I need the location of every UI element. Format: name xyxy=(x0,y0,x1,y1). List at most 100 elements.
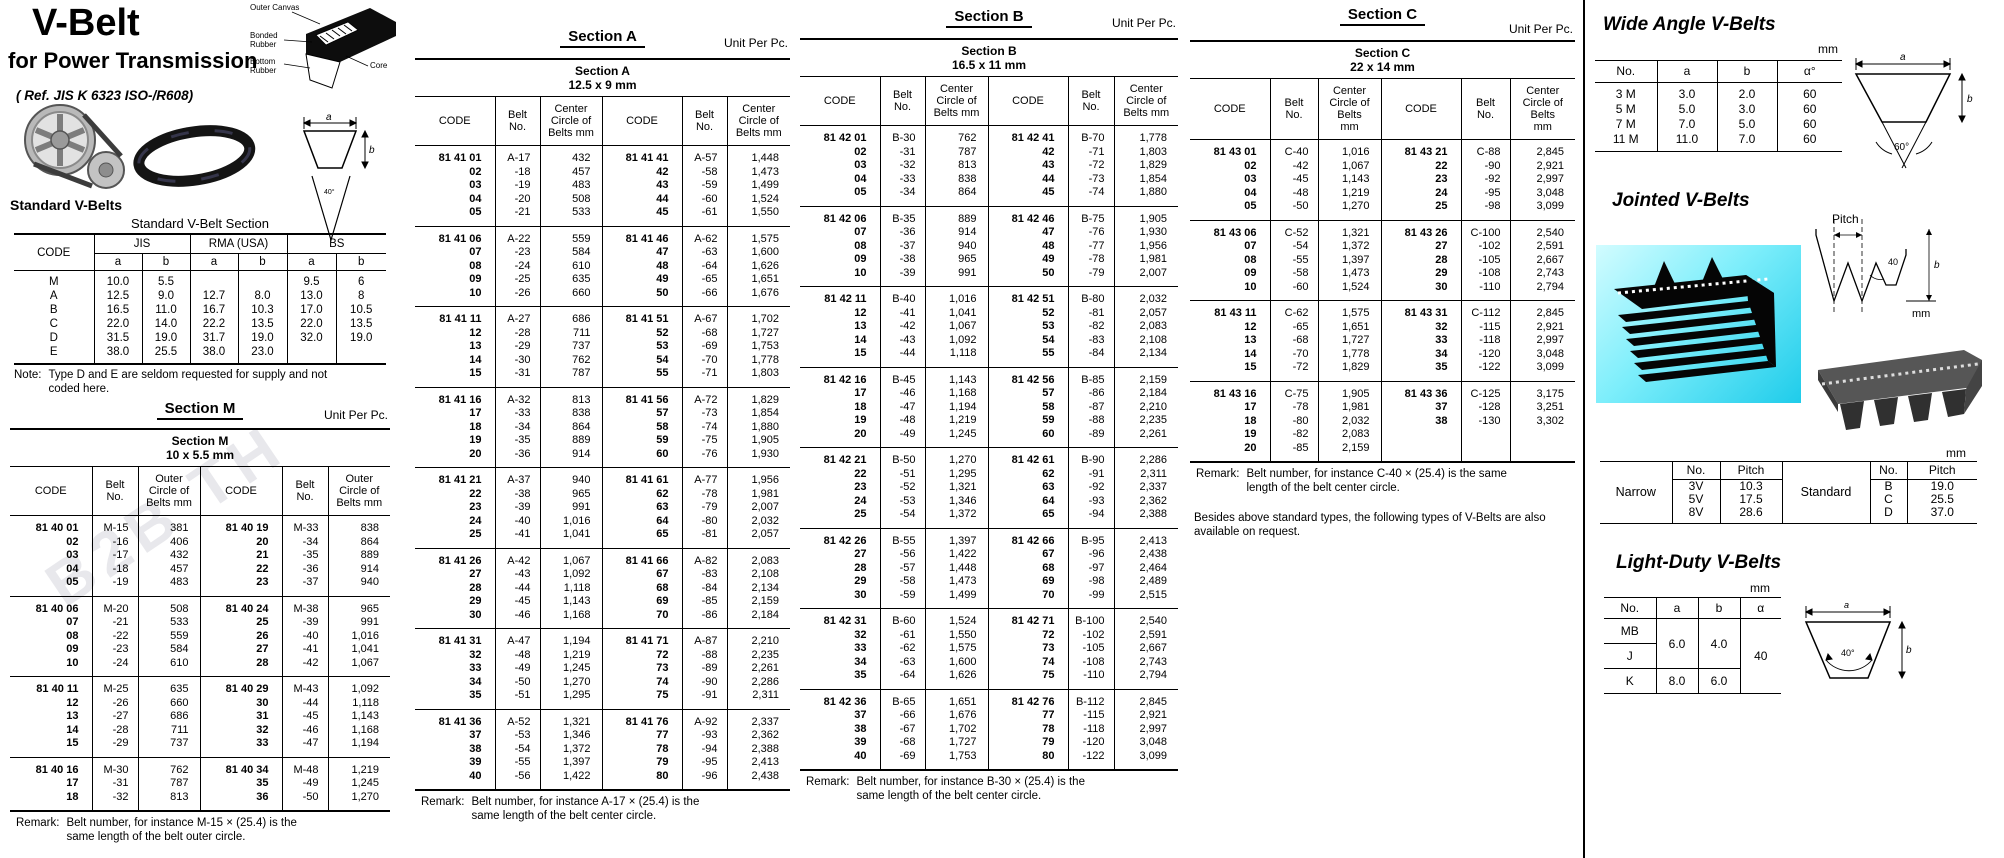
code-cell: 36 xyxy=(199,790,283,811)
belt-no-cell: -40 xyxy=(494,514,541,528)
belt-no-cell: -108 xyxy=(1460,267,1511,281)
belt-no-cell: -32 xyxy=(91,790,139,811)
mm-unit-label: mm xyxy=(1818,42,1838,56)
circle-cell: 1,702 xyxy=(726,306,790,327)
circle-cell: 1,219 xyxy=(1317,186,1382,200)
belt-no-cell: B-60 xyxy=(879,608,926,629)
belt-no-cell: B-30 xyxy=(879,125,926,146)
circle-cell: 1,473 xyxy=(1317,267,1382,281)
circle-cell: 711 xyxy=(539,326,603,340)
code-cell: 02 xyxy=(10,535,93,549)
circle-cell: 2,540 xyxy=(1113,608,1178,629)
belt-no-cell: -81 xyxy=(1067,306,1115,320)
circle-cell: 2,083 xyxy=(1113,320,1178,334)
circle-cell: 1,524 xyxy=(726,192,790,206)
code-cell: 33 xyxy=(415,662,496,676)
code-cell: 39 xyxy=(415,756,496,770)
code-cell: 14 xyxy=(10,723,93,737)
belt-no-cell: -102 xyxy=(1460,240,1511,254)
dim-b-label: b xyxy=(1906,645,1912,656)
circle-cell: 965 xyxy=(539,487,603,501)
belt-no-cell: C-75 xyxy=(1269,381,1319,401)
code-cell: 15 xyxy=(10,737,93,757)
table-row: 12 -41 1,041 52 -81 2,057 xyxy=(800,306,1178,320)
code-cell: 60 xyxy=(987,427,1069,448)
table-row: 14 -28 711 32 -46 1,168 xyxy=(10,723,390,737)
belt-no-cell: -73 xyxy=(1067,172,1115,186)
code-cell: 43 xyxy=(601,179,683,193)
table-row: 03 -45 1,143 23 -92 2,997 xyxy=(1190,173,1575,187)
circle-cell: 1,930 xyxy=(726,447,790,468)
belt-no-cell: -69 xyxy=(681,340,728,354)
circle-cell: 2,743 xyxy=(1509,267,1575,281)
code-cell: 30 xyxy=(800,588,881,609)
table-row: 25 -41 1,041 65 -81 2,057 xyxy=(415,528,790,548)
table-row: 14 -70 1,778 34 -120 3,048 xyxy=(1190,347,1575,361)
code-cell: 75 xyxy=(601,689,683,709)
code-cell: 22 xyxy=(1380,159,1462,173)
col-group-header: BS xyxy=(286,234,386,254)
belt-no-cell: -50 xyxy=(1269,200,1319,220)
code-cell: 05 xyxy=(1190,200,1271,220)
col-header: Belt No. xyxy=(1460,78,1511,140)
belt-no-cell: -34 xyxy=(879,186,926,206)
code-cell: 14 xyxy=(800,333,881,347)
table-row: 81 42 06 B-35 889 81 42 46 B-75 1,905 xyxy=(800,206,1178,226)
code-cell: 81 41 16 xyxy=(415,387,496,407)
circle-cell: 3,175 xyxy=(1509,381,1575,401)
remark-label: Remark: xyxy=(16,817,60,829)
code-cell: 54 xyxy=(601,353,683,367)
circle-cell: 1,524 xyxy=(1317,280,1382,301)
col-header: No. xyxy=(1604,597,1657,619)
circle-cell: 813 xyxy=(137,790,201,811)
circle-cell: 2,845 xyxy=(1113,689,1178,709)
circle-cell: 1,575 xyxy=(726,226,790,246)
code-cell: 30 xyxy=(1380,280,1462,301)
section-b-header: Section B Unit Per Pc. xyxy=(800,8,1178,30)
circle-cell: 1,880 xyxy=(1113,186,1178,206)
code-cell: 09 xyxy=(1190,267,1271,281)
col-header: CODE xyxy=(987,76,1069,126)
bonded-rubber-label: Bonded Rubber xyxy=(250,31,278,49)
belt-no-cell: -63 xyxy=(879,655,926,669)
belt-no-cell: -89 xyxy=(1067,427,1115,448)
belt-no-cell: -80 xyxy=(681,514,728,528)
code-cell: 32 xyxy=(1380,320,1462,334)
belt-no-cell: -76 xyxy=(1067,226,1115,240)
code-cell: 18 xyxy=(800,400,881,414)
code-cell: C xyxy=(14,317,95,331)
belt-no-cell: -108 xyxy=(1067,655,1115,669)
belt-no-cell: A-72 xyxy=(681,387,728,407)
standard-vbelt-table: CODE JIS RMA (USA) BS a b a xyxy=(14,233,386,365)
belt-no-cell: -122 xyxy=(1460,361,1511,381)
code-cell: 27 xyxy=(415,568,496,582)
code-cell: 25 xyxy=(415,528,496,548)
table-row: 34 -63 1,600 74 -108 2,743 xyxy=(800,655,1178,669)
col-header: CODE xyxy=(415,96,496,146)
wide-angle-block: No. a b α° 3 M 3.0 2.0 60 5 M xyxy=(1595,60,1842,152)
code-cell: 02 xyxy=(800,145,881,159)
circle-cell: 2,591 xyxy=(1113,628,1178,642)
belt-no-cell: -87 xyxy=(1067,400,1115,414)
table-row: 04 -20 508 44 -60 1,524 xyxy=(415,192,790,206)
belt-no-cell: M-15 xyxy=(91,515,139,536)
code-cell: 04 xyxy=(1190,186,1271,200)
belt-no-cell: B-95 xyxy=(1067,528,1115,548)
belt-no-cell: -45 xyxy=(281,710,329,724)
table-row: 19 -82 2,083 xyxy=(1190,428,1575,442)
code-cell: 32 xyxy=(800,628,881,642)
code-cell: 15 xyxy=(415,367,496,387)
belt-no-cell: -23 xyxy=(91,643,139,657)
code-cell: 45 xyxy=(987,186,1069,206)
belt-no-cell: A-57 xyxy=(681,145,728,166)
col-header: CODE xyxy=(10,466,93,516)
belt-no-cell: -58 xyxy=(681,165,728,179)
code-cell: 23 xyxy=(1380,173,1462,187)
code-cell: 81 43 36 xyxy=(1380,381,1462,401)
unit-label: Unit Per Pc. xyxy=(1111,16,1176,30)
table-row: 7 M 7.0 5.0 60 xyxy=(1595,117,1842,132)
circle-cell: 940 xyxy=(539,467,603,488)
circle-cell: 991 xyxy=(924,266,989,287)
circle-cell: 1,016 xyxy=(1317,139,1382,160)
